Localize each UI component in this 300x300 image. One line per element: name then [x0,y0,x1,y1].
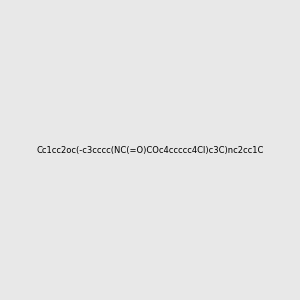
Text: Cc1cc2oc(-c3cccc(NC(=O)COc4ccccc4Cl)c3C)nc2cc1C: Cc1cc2oc(-c3cccc(NC(=O)COc4ccccc4Cl)c3C)… [36,146,264,154]
